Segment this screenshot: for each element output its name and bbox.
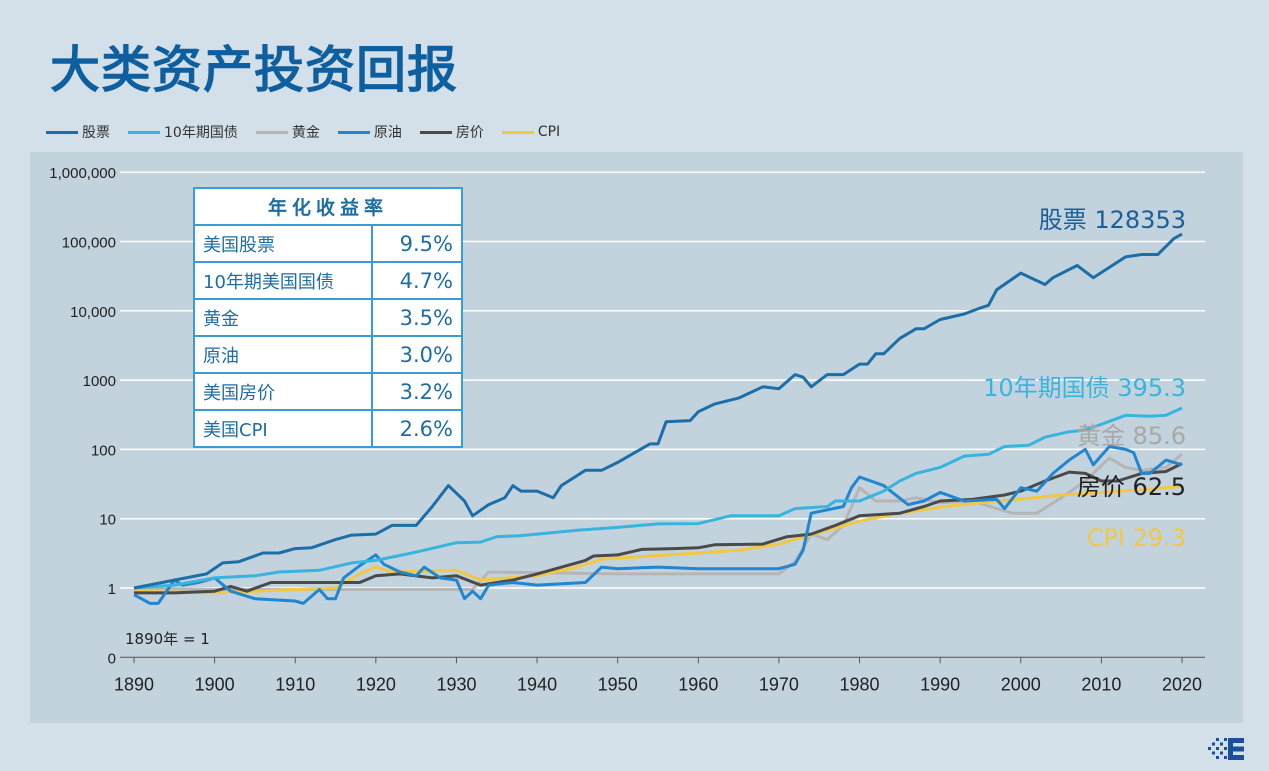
series-end-label: 黄金 85.6 <box>1077 422 1186 450</box>
series-line-1 <box>133 406 1183 590</box>
asset-return: 3.5% <box>371 298 463 337</box>
legend-label: 10年期国债 <box>164 125 238 141</box>
asset-name: 美国房价 <box>193 372 373 411</box>
legend-swatch <box>46 130 78 134</box>
x-tick-label: 1950 <box>598 674 638 694</box>
asset-return: 9.5% <box>371 224 463 263</box>
asset-return: 4.7% <box>371 261 463 300</box>
table-header: 年化收益率 <box>193 187 463 226</box>
asset-name: 美国股票 <box>193 224 373 263</box>
legend-swatch <box>255 130 288 134</box>
series-line-5 <box>133 484 1183 595</box>
x-tick-label: 1960 <box>678 674 718 694</box>
x-tick-label: 1920 <box>356 674 396 694</box>
table-row: 美国股票 9.5% <box>193 224 463 263</box>
series-end-label: 股票 128353 <box>1039 206 1186 234</box>
page-title: 大类资产投资回报 <box>50 41 458 99</box>
y-tick-label: 10,000 <box>70 304 116 321</box>
y-tick-label: 100,000 <box>62 235 116 252</box>
x-tick-label: 1910 <box>275 674 315 694</box>
table-row: 黄金 3.5% <box>193 298 463 337</box>
x-tick-label: 1940 <box>517 674 557 694</box>
asset-name: 黄金 <box>193 298 373 337</box>
asset-return: 2.6% <box>371 409 463 448</box>
asset-name: 原油 <box>193 335 373 374</box>
y-tick-label: 1,000,000 <box>49 165 116 182</box>
legend-label: 房价 <box>455 125 484 141</box>
series-line-4 <box>134 462 1183 595</box>
series-line-0 <box>133 232 1183 590</box>
x-tick-label: 1890 <box>114 674 154 694</box>
table-row: 美国房价 3.2% <box>193 372 463 411</box>
series-line-2 <box>133 452 1183 591</box>
legend-swatch <box>337 130 370 134</box>
y-tick-label: 1000 <box>83 373 116 390</box>
legend-label: 黄金 <box>291 125 320 141</box>
table-row: 美国CPI 2.6% <box>193 409 463 448</box>
x-tick-label: 2020 <box>1162 674 1202 694</box>
x-tick-label: 1900 <box>195 674 235 694</box>
legend-item: 原油 <box>337 122 402 142</box>
legend-item: CPI <box>501 122 561 142</box>
legend-swatch <box>128 130 160 134</box>
y-tick-label: 100 <box>91 442 116 459</box>
table-row: 10年期美国国债 4.7% <box>193 261 463 300</box>
asset-name: 美国CPI <box>193 409 373 448</box>
x-tick-label: 1990 <box>920 674 960 694</box>
legend-item: 黄金 <box>255 122 320 142</box>
legend-label: CPI <box>537 124 561 140</box>
legend-item: 股票 <box>46 122 110 142</box>
legend-item: 10年期国债 <box>128 122 238 142</box>
x-tick-label: 1980 <box>840 674 880 694</box>
series-end-label: 房价 62.5 <box>1077 473 1186 501</box>
x-tick-label: 2000 <box>1001 674 1041 694</box>
x-tick-label: 1970 <box>759 674 799 694</box>
legend-label: 股票 <box>82 125 110 141</box>
y-tick-label: 1 <box>108 581 116 598</box>
series-line-3 <box>133 445 1183 605</box>
base-year-annotation: 1890年 = 1 <box>125 630 210 648</box>
legend-item: 房价 <box>419 122 484 142</box>
table-row: 原油 3.0% <box>193 335 463 374</box>
x-tick-label: 1930 <box>436 674 476 694</box>
chart-legend: 股票 10年期国债 黄金 原油 房价 CPI <box>46 122 560 142</box>
brand-logo <box>1208 738 1244 760</box>
asset-return: 3.0% <box>371 335 463 374</box>
x-tick-label: 2010 <box>1081 674 1121 694</box>
series-end-label: 10年期国债 395.3 <box>983 374 1186 402</box>
y-tick-label: 0 <box>108 650 116 667</box>
legend-label: 原油 <box>373 125 402 141</box>
asset-return: 3.2% <box>371 372 463 411</box>
asset-name: 10年期美国国债 <box>193 261 373 300</box>
annual-return-table: 年化收益率 美国股票 9.5% 10年期美国国债 4.7% 黄金 3.5% 原油 3.0% 美国… <box>193 187 463 448</box>
legend-swatch <box>501 130 534 134</box>
y-tick-label: 10 <box>99 512 116 529</box>
series-end-label: CPI 29.3 <box>1087 524 1186 552</box>
legend-swatch <box>419 130 452 134</box>
